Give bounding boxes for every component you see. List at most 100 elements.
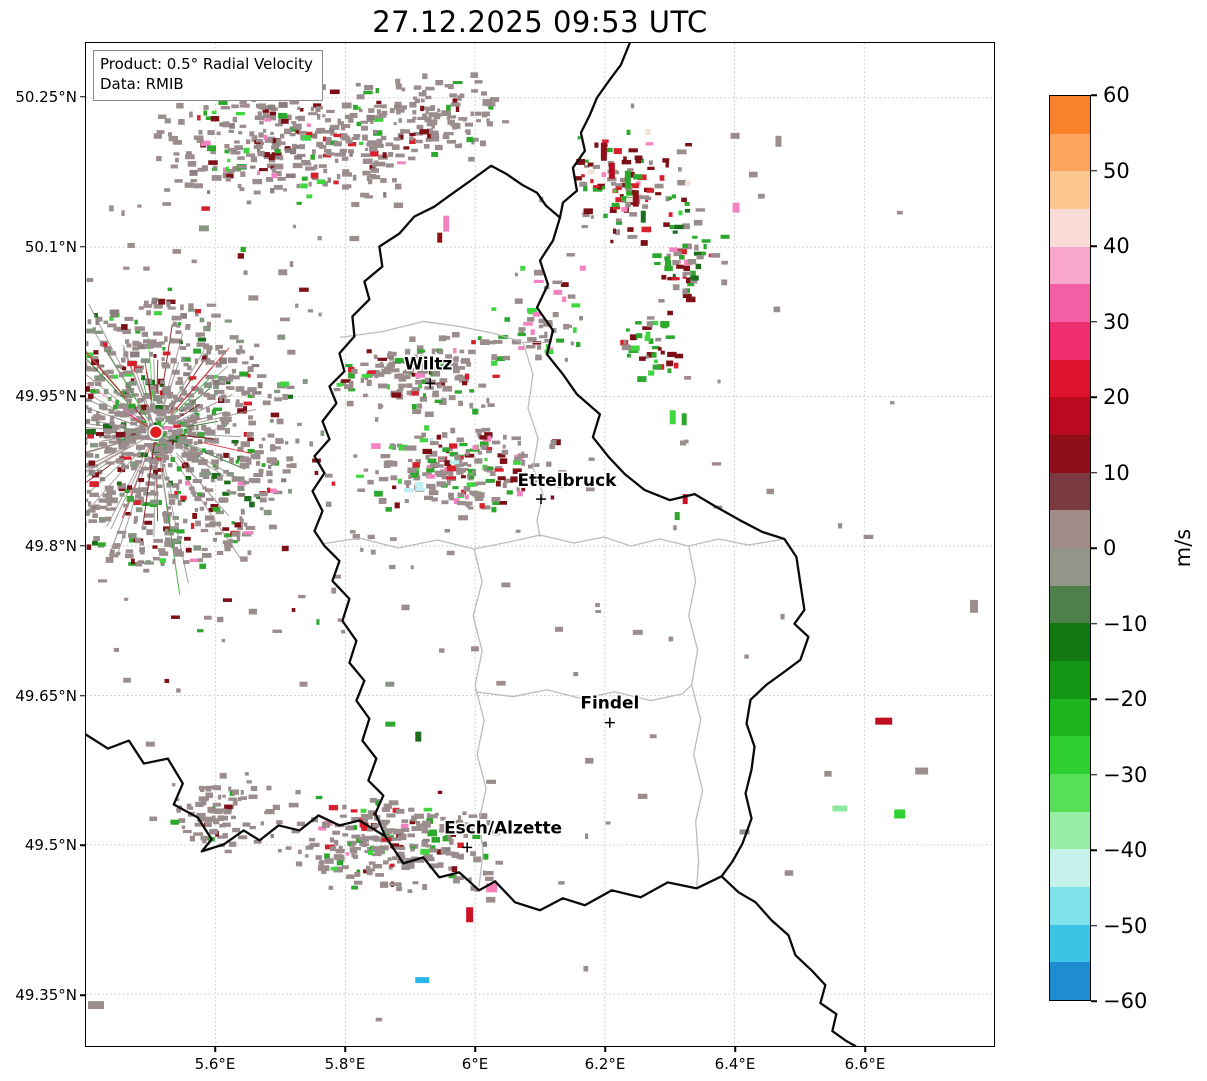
radar-echoes [86,72,979,1022]
radar-echo [739,829,750,835]
colorbar-segment [1050,623,1090,662]
colorbar-segment [1050,585,1090,624]
colorbar-tick-mark [1091,320,1097,323]
colorbar-segment [1050,736,1090,775]
lon-tick-mark [864,1047,866,1052]
colorbar-tick-mark [1091,1000,1097,1002]
radar-echo [632,629,643,635]
city-label: Esch/Alzette [444,817,562,837]
lon-tick-label: 6.4°E [714,1055,756,1073]
colorbar-tick-label: −50 [1103,913,1148,938]
colorbar-segment [1050,359,1090,398]
colorbar-segment [1050,133,1090,172]
lon-tick-label: 6.2°E [584,1055,626,1073]
city-markers: Wiltz Ettelbruck Findel Esch/Alzette [403,352,641,853]
lon-tick-label: 5.8°E [324,1055,366,1073]
radar-echo [669,410,676,425]
radar-echo [682,494,688,505]
colorbar-segment [1050,510,1090,549]
radar-echo [466,907,474,923]
lon-tick-mark [344,1047,346,1052]
lat-tick-label: 49.95°N [15,387,77,406]
radar-echo [832,805,848,812]
map-canvas: Wiltz Ettelbruck Findel Esch/Alzette [86,43,994,1046]
lon-tick-mark [604,1047,606,1052]
colorbar-tick-label: 50 [1103,158,1130,183]
colorbar-tick-mark [1091,169,1097,172]
colorbar-tick-mark [1091,924,1097,927]
colorbar-tick-label: 10 [1103,460,1130,485]
colorbar-tick-mark [1091,849,1097,851]
radar-echo [894,809,906,819]
lat-tick-mark [80,844,85,847]
lon-tick-mark [734,1047,736,1052]
lon-tick-mark [214,1047,216,1052]
colorbar-tick-mark [1091,698,1097,700]
radar-echo [730,132,740,139]
colorbar-tick-mark [1091,245,1097,247]
radar-echo [486,883,498,893]
city-label: Findel [580,693,639,713]
colorbar-segment [1050,96,1090,134]
colorbar-tick-label: −30 [1103,762,1148,787]
colorbar-segment [1050,435,1090,473]
velocity-colorbar [1049,95,1091,1001]
radar-echo [600,142,607,161]
city-label: Ettelbruck [517,470,617,490]
plot-title: 27.12.2025 09:53 UTC [372,5,708,39]
district-borders [321,320,785,887]
radar-echo [554,626,563,632]
lat-tick-label: 49.8°N [24,536,77,555]
colorbar-segment [1050,924,1090,963]
radar-echo [970,599,979,613]
colorbar-segment [1050,246,1090,285]
colorbar-tick-label: 30 [1103,309,1130,334]
colorbar-segment [1050,811,1090,850]
gridlines [86,43,994,1046]
map-plot: Wiltz Ettelbruck Findel Esch/Alzette Produc… [85,42,995,1047]
lat-tick-mark [80,245,85,248]
lat-tick-mark [80,395,85,398]
radar-echo [437,232,443,243]
radar-echo [299,681,308,687]
radar-echo [674,512,680,521]
colorbar-tick-label: −40 [1103,838,1148,862]
lat-tick-mark [80,994,85,996]
colorbar-segment [1050,284,1090,323]
colorbar-tick-label: −60 [1103,989,1148,1013]
radar-echo [681,413,687,426]
colorbar-unit-label: m/s [1171,528,1195,568]
colorbar-tick-mark [1091,547,1097,549]
colorbar-tick-label: 60 [1103,83,1130,107]
colorbar-tick-label: −20 [1103,687,1148,711]
colorbar-tick-mark [1091,396,1097,398]
radar-echo [640,210,646,223]
product-info-line: Product: 0.5° Radial Velocity [100,55,313,73]
radar-echo [915,767,929,775]
radar-echo [415,977,430,984]
colorbar-segment [1050,472,1090,511]
product-info-box: Product: 0.5° Radial Velocity Data: RMIB [93,50,323,101]
colorbar-segment [1050,962,1090,1001]
colorbar-tick-mark [1091,622,1097,625]
radar-site-marker [148,424,164,440]
colorbar-segment [1050,397,1090,436]
radar-echo [385,681,395,687]
colorbar-tick-label: 20 [1103,385,1130,409]
radar-echo [145,741,155,747]
colorbar-tick-mark [1091,773,1097,776]
lat-tick-label: 49.35°N [15,986,77,1005]
colorbar-segment [1050,661,1090,699]
colorbar-segment [1050,322,1090,360]
lon-tick-label: 5.6°E [194,1055,236,1073]
radar-echo [875,717,893,725]
colorbar-tick-mark [1091,94,1097,96]
lon-tick-label: 6°E [461,1055,489,1073]
city-label: Wiltz [404,353,452,373]
colorbar-tick-label: −10 [1103,611,1148,636]
lat-tick-mark [80,96,85,98]
colorbar-segment [1050,171,1090,210]
lat-tick-label: 50.25°N [15,87,77,106]
radar-echo [775,135,782,147]
colorbar-segment [1050,774,1090,812]
